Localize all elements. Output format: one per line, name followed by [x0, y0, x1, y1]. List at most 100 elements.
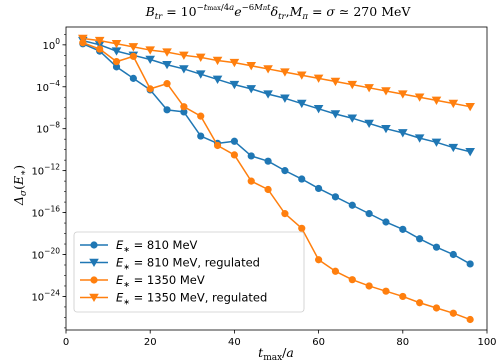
legend-entry: E∗ = 1350 MeV, regulated [80, 291, 267, 307]
legend-entry: E∗ = 1350 MeV [80, 273, 205, 289]
y-tick-label: 100 [42, 37, 60, 52]
data-point [129, 74, 137, 82]
data-point [296, 99, 307, 109]
plot-frame [65, 26, 488, 331]
data-point [247, 177, 255, 185]
data-point [230, 137, 238, 145]
legend-label: E∗ = 1350 MeV [116, 273, 205, 289]
data-point [448, 99, 459, 109]
data-point [399, 225, 407, 233]
x-axis-label: tmax/a [258, 345, 294, 360]
data-point [264, 157, 272, 165]
data-point [246, 85, 257, 94]
y-tick-label: 10−8 [36, 121, 60, 136]
data-point [364, 119, 374, 129]
series-line [82, 43, 471, 265]
data-point [197, 112, 205, 120]
legend-box [73, 231, 305, 313]
chart-title: Btr = 10−tmax/4ae−6Mπtδtr,Mπ = σ ≃ 270 M… [145, 3, 412, 22]
data-point [398, 129, 408, 138]
data-point [414, 93, 425, 102]
data-point [466, 315, 474, 324]
data-point [263, 65, 273, 74]
legend-marker [89, 293, 99, 303]
data-point [112, 57, 121, 66]
data-point [315, 256, 323, 264]
data-point [416, 235, 424, 243]
y-tick-label: 10−12 [31, 163, 60, 178]
data-point [330, 77, 341, 87]
data-point [347, 80, 358, 90]
data-point [213, 141, 222, 150]
data-point [247, 152, 255, 160]
series-3 [79, 39, 474, 324]
data-point [381, 124, 391, 134]
data-point [313, 105, 324, 114]
data-point [347, 114, 358, 123]
x-tick-label: 0 [63, 337, 69, 348]
data-point [246, 62, 257, 71]
data-point [382, 218, 390, 226]
data-point [281, 210, 289, 218]
plot-area [78, 34, 475, 324]
data-point [348, 276, 356, 284]
data-point [381, 87, 391, 96]
legend-marker [90, 241, 98, 249]
data-point [212, 75, 223, 84]
data-point [465, 148, 475, 157]
legend-marker [89, 258, 99, 268]
data-point [432, 243, 441, 251]
x-tick-label: 80 [396, 337, 409, 348]
data-point [179, 51, 189, 60]
data-point [163, 106, 171, 114]
data-point [111, 40, 122, 49]
x-tick-label: 100 [477, 337, 496, 348]
data-point [145, 46, 155, 55]
data-point [96, 45, 104, 53]
y-tick-label: 10−4 [36, 79, 60, 94]
legend-entry: E∗ = 810 MeV, regulated [80, 256, 260, 272]
data-point [399, 292, 407, 301]
data-point [280, 94, 290, 103]
data-point [348, 201, 356, 209]
data-point [281, 167, 289, 175]
y-tick-label: 10−20 [31, 247, 60, 262]
data-point [313, 74, 324, 83]
data-point [195, 70, 206, 79]
data-point [111, 47, 122, 56]
x-tick-label: 20 [144, 337, 157, 348]
data-point [112, 63, 121, 71]
data-point [128, 43, 139, 52]
data-point [298, 175, 306, 183]
data-point [78, 34, 88, 44]
data-point [145, 55, 155, 65]
data-point [197, 132, 205, 140]
data-point [229, 58, 240, 68]
data-point [129, 52, 137, 60]
data-point [298, 224, 306, 232]
y-tick-label: 10−16 [31, 205, 60, 220]
data-point [180, 108, 188, 116]
data-point [330, 110, 341, 119]
data-point [365, 210, 373, 218]
legend-label: E∗ = 1350 MeV, regulated [116, 291, 267, 307]
axes: 0 20 40 60 80 100 100 10−4 10−8 10−12 10−16 10−20 10… [31, 26, 497, 348]
data-point [449, 309, 457, 317]
data-point [163, 80, 171, 88]
data-point [195, 53, 206, 62]
data-point [431, 138, 442, 147]
data-point [431, 96, 442, 105]
data-point [230, 151, 238, 159]
data-point [331, 193, 340, 201]
x-tick-label: 40 [228, 337, 241, 348]
data-point [449, 250, 457, 259]
data-point [94, 41, 105, 50]
data-point [382, 287, 390, 295]
series-1 [79, 40, 474, 268]
data-point [364, 84, 374, 93]
data-point [280, 68, 290, 77]
data-point [146, 85, 154, 93]
legend-label: E∗ = 810 MeV, regulated [116, 256, 260, 272]
